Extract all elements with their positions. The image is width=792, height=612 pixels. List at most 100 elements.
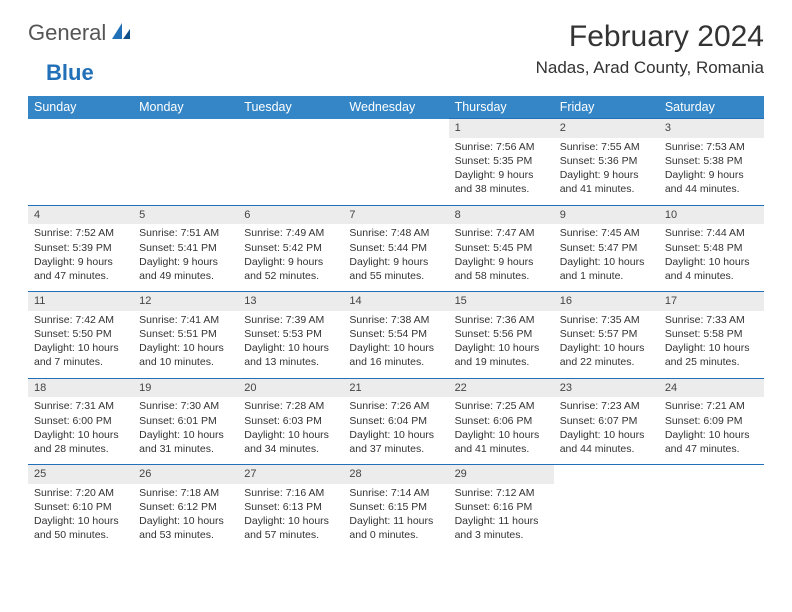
daylight-text: Daylight: 9 hours xyxy=(455,168,548,182)
sunset-text: Sunset: 6:16 PM xyxy=(455,500,548,514)
sunrise-text: Sunrise: 7:18 AM xyxy=(139,486,232,500)
sunset-text: Sunset: 6:07 PM xyxy=(560,414,653,428)
day-number-row: 45678910 xyxy=(28,205,764,224)
day-cell: Sunrise: 7:44 AMSunset: 5:48 PMDaylight:… xyxy=(659,224,764,291)
day-cell: Sunrise: 7:12 AMSunset: 6:16 PMDaylight:… xyxy=(449,484,554,551)
day-number: 1 xyxy=(449,119,554,138)
sunset-text: Sunset: 6:15 PM xyxy=(349,500,442,514)
sunrise-text: Sunrise: 7:47 AM xyxy=(455,226,548,240)
sunrise-text: Sunrise: 7:23 AM xyxy=(560,399,653,413)
sunrise-text: Sunrise: 7:35 AM xyxy=(560,313,653,327)
daylight-text: Daylight: 10 hours xyxy=(560,428,653,442)
sunrise-text: Sunrise: 7:53 AM xyxy=(665,140,758,154)
daylight-text: Daylight: 10 hours xyxy=(455,341,548,355)
sunrise-text: Sunrise: 7:33 AM xyxy=(665,313,758,327)
month-title: February 2024 xyxy=(536,20,764,54)
daylight-text: Daylight: 9 hours xyxy=(455,255,548,269)
day-cell: Sunrise: 7:36 AMSunset: 5:56 PMDaylight:… xyxy=(449,311,554,378)
sunrise-text: Sunrise: 7:28 AM xyxy=(244,399,337,413)
daylight-text: Daylight: 9 hours xyxy=(244,255,337,269)
sunset-text: Sunset: 5:53 PM xyxy=(244,327,337,341)
day-cell: Sunrise: 7:21 AMSunset: 6:09 PMDaylight:… xyxy=(659,397,764,464)
day-number: 3 xyxy=(659,119,764,138)
sunrise-text: Sunrise: 7:39 AM xyxy=(244,313,337,327)
empty-cell xyxy=(28,119,133,138)
daylight-text: Daylight: 10 hours xyxy=(560,341,653,355)
day-cell: Sunrise: 7:26 AMSunset: 6:04 PMDaylight:… xyxy=(343,397,448,464)
sunset-text: Sunset: 5:48 PM xyxy=(665,241,758,255)
day-number: 14 xyxy=(343,292,448,311)
logo-text-general: General xyxy=(28,20,106,46)
daylight-text: Daylight: 10 hours xyxy=(560,255,653,269)
day-cell: Sunrise: 7:14 AMSunset: 6:15 PMDaylight:… xyxy=(343,484,448,551)
location: Nadas, Arad County, Romania xyxy=(536,58,764,78)
day-number: 17 xyxy=(659,292,764,311)
day-cell: Sunrise: 7:48 AMSunset: 5:44 PMDaylight:… xyxy=(343,224,448,291)
daylight-text: and 13 minutes. xyxy=(244,355,337,369)
sunset-text: Sunset: 6:09 PM xyxy=(665,414,758,428)
daylight-text: Daylight: 10 hours xyxy=(665,341,758,355)
day-number-row: 123 xyxy=(28,119,764,138)
daylight-text: Daylight: 9 hours xyxy=(34,255,127,269)
sunset-text: Sunset: 5:44 PM xyxy=(349,241,442,255)
day-cell: Sunrise: 7:20 AMSunset: 6:10 PMDaylight:… xyxy=(28,484,133,551)
sunset-text: Sunset: 5:38 PM xyxy=(665,154,758,168)
day-number: 11 xyxy=(28,292,133,311)
weekday-header: Friday xyxy=(554,96,659,119)
day-data-row: Sunrise: 7:20 AMSunset: 6:10 PMDaylight:… xyxy=(28,484,764,551)
daylight-text: and 7 minutes. xyxy=(34,355,127,369)
daylight-text: Daylight: 9 hours xyxy=(560,168,653,182)
day-number: 15 xyxy=(449,292,554,311)
sunrise-text: Sunrise: 7:45 AM xyxy=(560,226,653,240)
day-cell: Sunrise: 7:49 AMSunset: 5:42 PMDaylight:… xyxy=(238,224,343,291)
sunset-text: Sunset: 5:47 PM xyxy=(560,241,653,255)
daylight-text: Daylight: 10 hours xyxy=(244,341,337,355)
daylight-text: and 34 minutes. xyxy=(244,442,337,456)
daylight-text: Daylight: 11 hours xyxy=(349,514,442,528)
empty-cell xyxy=(343,119,448,138)
sunset-text: Sunset: 5:56 PM xyxy=(455,327,548,341)
daylight-text: and 57 minutes. xyxy=(244,528,337,542)
day-cell: Sunrise: 7:52 AMSunset: 5:39 PMDaylight:… xyxy=(28,224,133,291)
day-number: 24 xyxy=(659,378,764,397)
day-number: 10 xyxy=(659,205,764,224)
sunset-text: Sunset: 5:58 PM xyxy=(665,327,758,341)
day-number: 7 xyxy=(343,205,448,224)
day-number: 5 xyxy=(133,205,238,224)
daylight-text: and 38 minutes. xyxy=(455,182,548,196)
daylight-text: Daylight: 11 hours xyxy=(455,514,548,528)
daylight-text: Daylight: 10 hours xyxy=(349,428,442,442)
day-cell: Sunrise: 7:47 AMSunset: 5:45 PMDaylight:… xyxy=(449,224,554,291)
day-data-row: Sunrise: 7:42 AMSunset: 5:50 PMDaylight:… xyxy=(28,311,764,378)
day-cell: Sunrise: 7:38 AMSunset: 5:54 PMDaylight:… xyxy=(343,311,448,378)
day-number-row: 18192021222324 xyxy=(28,378,764,397)
daylight-text: Daylight: 10 hours xyxy=(139,341,232,355)
daylight-text: Daylight: 10 hours xyxy=(349,341,442,355)
daylight-text: Daylight: 10 hours xyxy=(34,428,127,442)
sunrise-text: Sunrise: 7:12 AM xyxy=(455,486,548,500)
sunrise-text: Sunrise: 7:25 AM xyxy=(455,399,548,413)
day-cell: Sunrise: 7:56 AMSunset: 5:35 PMDaylight:… xyxy=(449,138,554,205)
daylight-text: Daylight: 10 hours xyxy=(34,341,127,355)
daylight-text: and 28 minutes. xyxy=(34,442,127,456)
day-cell: Sunrise: 7:30 AMSunset: 6:01 PMDaylight:… xyxy=(133,397,238,464)
title-block: February 2024 Nadas, Arad County, Romani… xyxy=(536,20,764,78)
daylight-text: and 1 minute. xyxy=(560,269,653,283)
sunrise-text: Sunrise: 7:26 AM xyxy=(349,399,442,413)
sunset-text: Sunset: 6:01 PM xyxy=(139,414,232,428)
day-number: 4 xyxy=(28,205,133,224)
day-cell: Sunrise: 7:42 AMSunset: 5:50 PMDaylight:… xyxy=(28,311,133,378)
day-number: 29 xyxy=(449,465,554,484)
sunset-text: Sunset: 5:54 PM xyxy=(349,327,442,341)
weekday-header: Saturday xyxy=(659,96,764,119)
calendar-table: Sunday Monday Tuesday Wednesday Thursday… xyxy=(28,96,764,551)
day-number: 19 xyxy=(133,378,238,397)
empty-cell xyxy=(133,138,238,205)
weekday-header: Monday xyxy=(133,96,238,119)
daylight-text: Daylight: 10 hours xyxy=(665,428,758,442)
day-number: 25 xyxy=(28,465,133,484)
daylight-text: and 10 minutes. xyxy=(139,355,232,369)
weekday-header-row: Sunday Monday Tuesday Wednesday Thursday… xyxy=(28,96,764,119)
daylight-text: and 3 minutes. xyxy=(455,528,548,542)
day-cell: Sunrise: 7:39 AMSunset: 5:53 PMDaylight:… xyxy=(238,311,343,378)
